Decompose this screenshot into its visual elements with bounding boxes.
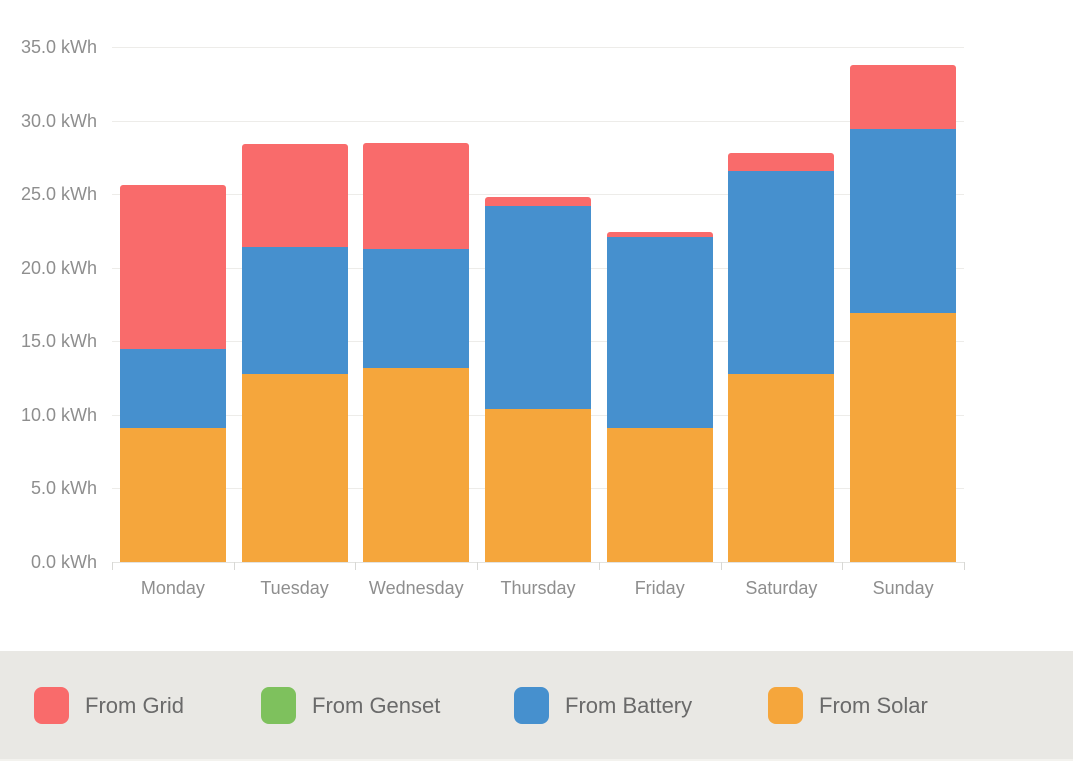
x-axis-tick xyxy=(842,562,844,570)
x-axis-tick xyxy=(355,562,357,570)
legend-label: From Grid xyxy=(85,693,184,718)
bar-segment-from-solar[interactable] xyxy=(241,373,348,562)
bar-segment-from-grid[interactable] xyxy=(728,152,835,171)
legend-bottom-strip xyxy=(0,759,1073,761)
legend-label: From Genset xyxy=(312,693,441,718)
bar-segment-from-solar[interactable] xyxy=(728,373,835,562)
legend-swatch-icon xyxy=(261,687,296,724)
bar-segment-from-solar[interactable] xyxy=(363,367,470,562)
x-axis-label: Wednesday xyxy=(368,578,464,598)
x-axis-tick xyxy=(477,562,479,570)
x-axis-tick xyxy=(598,562,600,570)
x-axis-label: Friday xyxy=(634,578,685,598)
x-axis-tick xyxy=(964,562,965,570)
bar-segment-from-solar[interactable] xyxy=(485,408,591,562)
bar-segment-from-battery[interactable] xyxy=(119,348,226,429)
bar-segment-from-grid[interactable] xyxy=(606,232,713,237)
x-axis-label: Saturday xyxy=(745,578,818,598)
y-axis-label: 10.0 kWh xyxy=(20,404,97,425)
bar-segment-from-grid[interactable] xyxy=(241,144,348,248)
bar-friday[interactable] xyxy=(606,232,713,562)
x-axis-tick xyxy=(720,562,722,570)
bar-segment-from-battery[interactable] xyxy=(850,129,957,314)
bar-tuesday[interactable] xyxy=(241,144,348,562)
bar-segment-from-grid[interactable] xyxy=(119,185,226,349)
y-axis-label: 25.0 kWh xyxy=(20,184,97,205)
gridline-35 xyxy=(112,47,964,48)
bar-segment-from-battery[interactable] xyxy=(241,247,348,374)
gridline-0 xyxy=(112,562,964,563)
x-axis-tick xyxy=(233,562,235,570)
x-axis-label: Monday xyxy=(140,578,205,598)
y-axis-label: 35.0 kWh xyxy=(20,37,97,57)
legend-item-from-solar[interactable]: From Solar xyxy=(768,687,928,724)
x-axis-label: Thursday xyxy=(500,578,576,598)
bar-segment-from-battery[interactable] xyxy=(606,236,713,429)
legend-label: From Battery xyxy=(565,693,693,718)
bar-segment-from-solar[interactable] xyxy=(119,428,226,562)
y-axis-label: 30.0 kWh xyxy=(20,110,97,131)
y-axis-label: 0.0 kWh xyxy=(30,552,97,572)
bar-segment-from-solar[interactable] xyxy=(606,428,713,562)
bar-monday[interactable] xyxy=(119,185,226,562)
bar-segment-from-battery[interactable] xyxy=(728,170,835,374)
bar-segment-from-solar[interactable] xyxy=(850,313,957,562)
y-axis-label: 15.0 kWh xyxy=(20,331,97,352)
y-axis-label: 5.0 kWh xyxy=(30,478,97,499)
legend-item-from-battery[interactable]: From Battery xyxy=(514,687,692,724)
bar-segment-from-battery[interactable] xyxy=(363,248,470,368)
bar-segment-from-grid[interactable] xyxy=(363,142,470,249)
bar-thursday[interactable] xyxy=(485,197,591,562)
bar-sunday[interactable] xyxy=(850,64,957,562)
legend-item-from-genset[interactable]: From Genset xyxy=(261,687,440,724)
bar-segment-from-grid[interactable] xyxy=(850,64,957,130)
gridline-25 xyxy=(112,194,964,196)
plot-area xyxy=(112,47,964,563)
legend-item-from-grid[interactable]: From Grid xyxy=(34,687,184,724)
bar-saturday[interactable] xyxy=(728,152,835,562)
x-axis-tick xyxy=(112,562,113,570)
bar-segment-from-grid[interactable] xyxy=(485,197,591,206)
legend: From Grid From Genset From Battery From Sol… xyxy=(0,651,1073,761)
legend-swatch-icon xyxy=(514,687,549,724)
legend-label: From Solar xyxy=(819,693,928,718)
y-axis-label: 20.0 kWh xyxy=(20,257,97,278)
x-axis-label: Sunday xyxy=(872,578,934,598)
legend-swatch-icon xyxy=(34,687,69,724)
bar-segment-from-battery[interactable] xyxy=(485,205,591,409)
legend-swatch-icon xyxy=(768,687,803,724)
bar-wednesday[interactable] xyxy=(363,142,470,562)
gridline-30 xyxy=(112,120,964,122)
x-axis-label: Tuesday xyxy=(260,578,329,598)
